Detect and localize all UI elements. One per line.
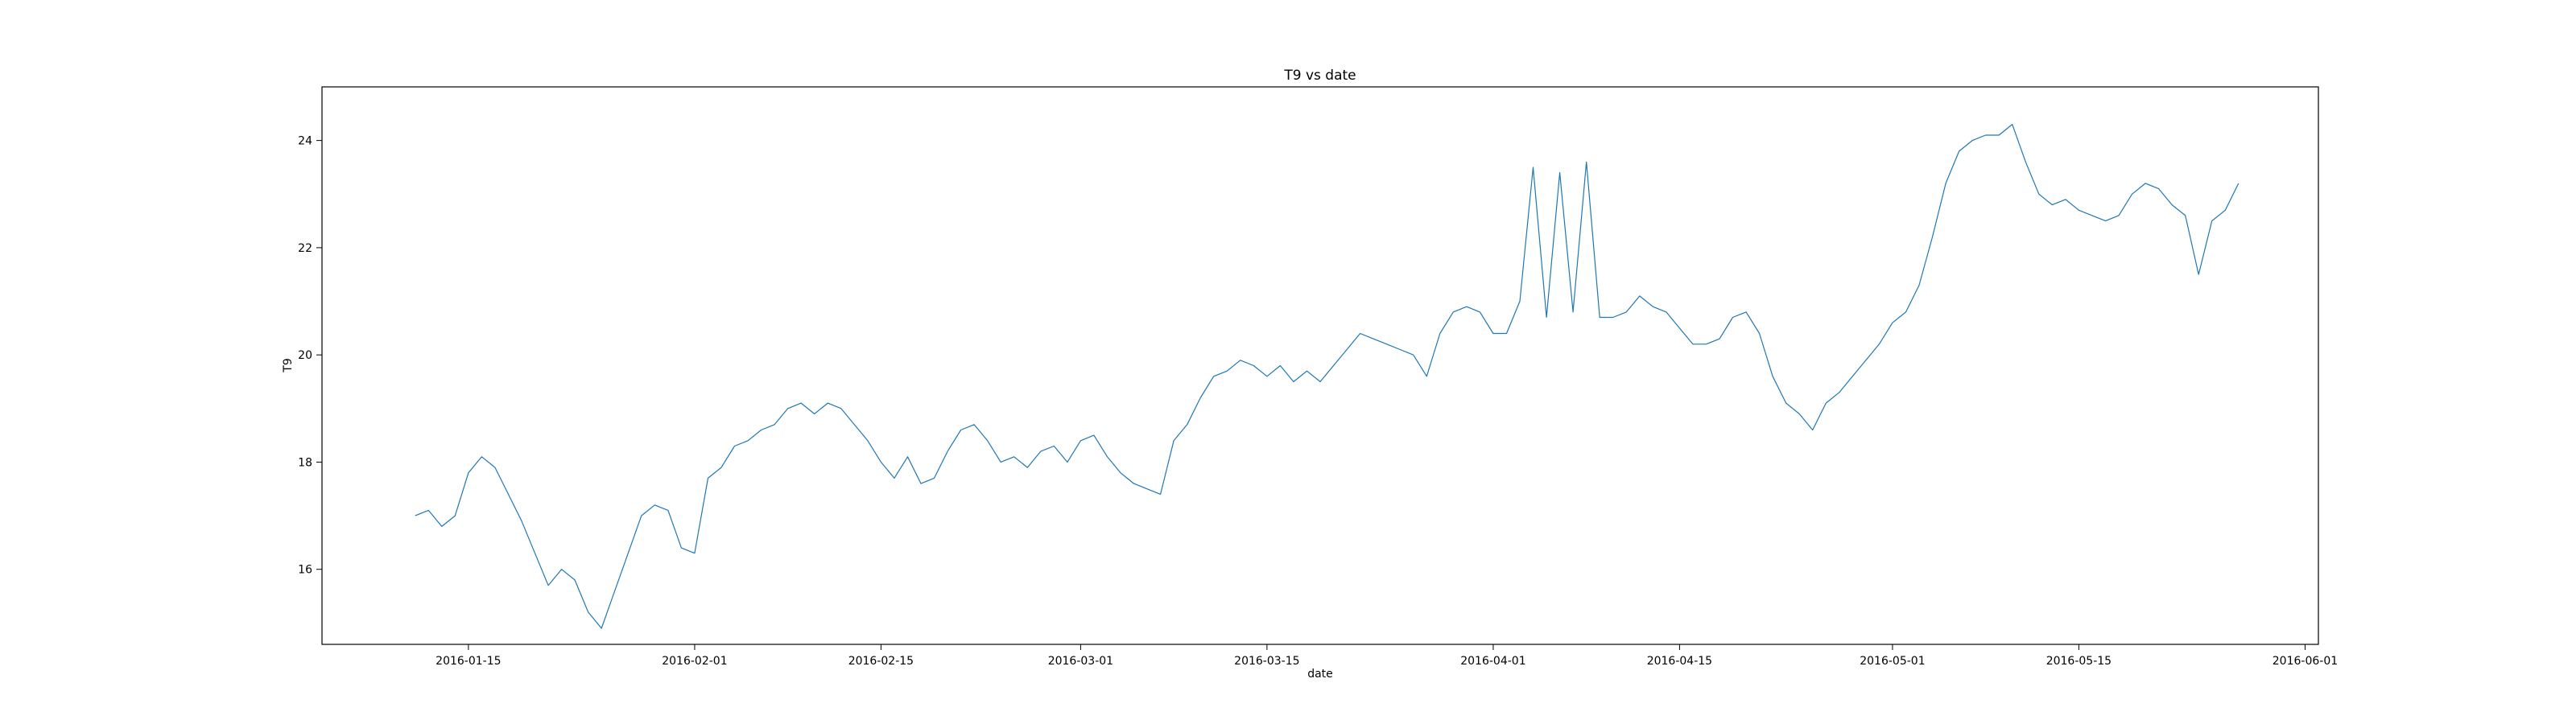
y-tick-label: 16 [298,564,312,577]
series-line [415,124,2240,629]
x-tick-label: 2016-05-15 [2046,655,2112,668]
x-tick-label: 2016-03-15 [1234,655,1299,668]
y-tick-label: 20 [298,349,312,362]
y-tick-label: 22 [298,242,312,255]
plot-area [415,124,2240,629]
x-tick-label: 2016-06-01 [2273,655,2338,668]
x-tick-label: 2016-01-15 [436,655,501,668]
x-tick-label: 2016-03-01 [1048,655,1113,668]
y-tick-label: 18 [298,456,312,469]
x-tick-label: 2016-04-15 [1647,655,1712,668]
y-axis-label: T9 [282,358,295,372]
x-tick-label: 2016-04-01 [1460,655,1525,668]
x-tick-label: 2016-02-01 [662,655,727,668]
y-axis: 16 18 20 22 24 [298,135,322,577]
chart-title: T9 vs date [1283,68,1356,84]
x-tick-label: 2016-05-01 [1860,655,1925,668]
y-tick-label: 24 [298,135,312,148]
x-tick-label: 2016-02-15 [848,655,914,668]
x-axis: 2016-01-15 2016-02-01 2016-02-15 2016-03-01… [436,644,2338,668]
x-axis-label: date [1307,668,1333,681]
axes-frame [321,86,2319,645]
